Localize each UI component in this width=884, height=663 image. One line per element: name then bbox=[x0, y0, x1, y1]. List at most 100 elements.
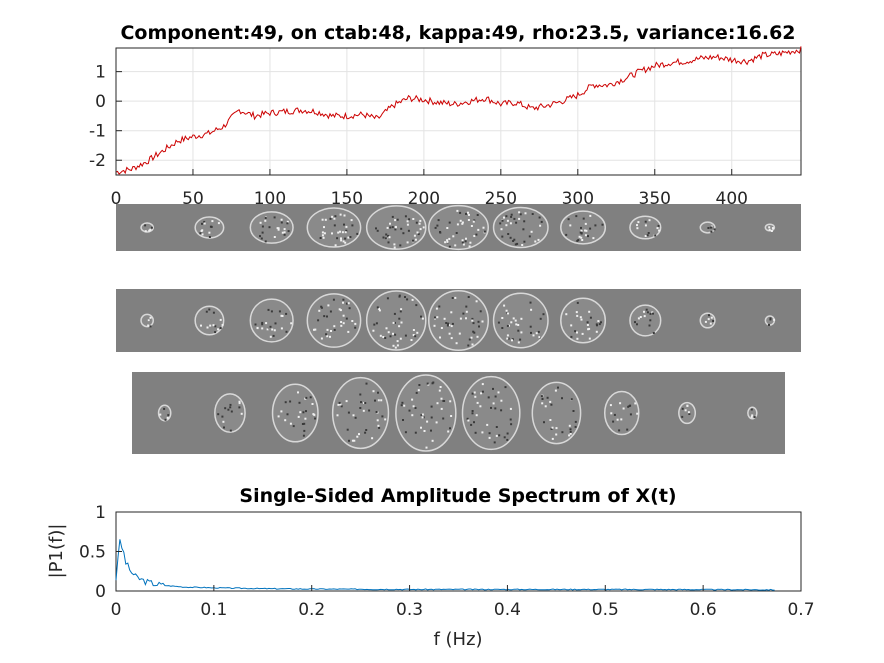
brain-slice-outline bbox=[214, 393, 246, 433]
brain-speckle bbox=[465, 310, 468, 313]
brain-speckle bbox=[637, 317, 640, 320]
brain-speckle bbox=[475, 300, 478, 303]
brain-speckle bbox=[342, 301, 344, 304]
brain-speckle bbox=[318, 309, 321, 312]
brain-speckle bbox=[574, 425, 577, 428]
brain-speckle bbox=[412, 334, 415, 336]
brain-speckle bbox=[391, 226, 394, 229]
brain-speckle bbox=[657, 224, 660, 227]
brain-speckle bbox=[364, 402, 367, 404]
brain-speckle bbox=[450, 311, 453, 314]
brain-speckle bbox=[387, 331, 390, 334]
brain-speckle bbox=[619, 402, 622, 405]
brain-speckle bbox=[587, 235, 589, 238]
brain-speckle bbox=[339, 309, 342, 312]
brain-speckle bbox=[354, 322, 357, 325]
brain-slice-outline bbox=[678, 401, 697, 425]
brain-speckle bbox=[511, 339, 513, 342]
brain-speckle bbox=[261, 327, 264, 330]
brain-speckle bbox=[201, 233, 204, 236]
brain-speckle bbox=[337, 403, 340, 406]
brain-speckle bbox=[506, 432, 509, 435]
brain-speckle bbox=[537, 238, 540, 241]
brain-speckle bbox=[544, 405, 547, 408]
brain-speckle bbox=[382, 336, 385, 338]
brain-speckle bbox=[557, 386, 559, 389]
brain-speckle bbox=[219, 318, 222, 321]
brain-speckle bbox=[399, 244, 402, 247]
timecourse-xtick-label: 0 bbox=[111, 189, 122, 209]
brain-speckle bbox=[512, 240, 515, 242]
brain-speckle bbox=[399, 337, 402, 340]
brain-speckle bbox=[600, 321, 602, 324]
brain-speckle bbox=[221, 415, 224, 418]
brain-speckle bbox=[567, 218, 570, 221]
brain-speckle bbox=[469, 241, 472, 244]
brain-speckle bbox=[374, 399, 376, 402]
brain-speckle bbox=[579, 316, 582, 319]
brain-speckle bbox=[483, 230, 486, 233]
brain-speckle bbox=[394, 333, 397, 336]
brain-speckle bbox=[348, 307, 351, 310]
brain-speckle bbox=[389, 335, 392, 338]
brain-speckle bbox=[285, 330, 288, 333]
brain-speckle bbox=[356, 435, 359, 438]
brain-speckle bbox=[267, 308, 270, 311]
brain-slice bbox=[560, 210, 607, 245]
brain-speckle bbox=[471, 319, 474, 322]
timecourse-plot: 0 50 100 150 200 250 300 350 400-2-101 Component… bbox=[89, 22, 802, 209]
brain-speckle bbox=[644, 224, 647, 227]
brain-speckle bbox=[768, 228, 771, 231]
brain-speckle bbox=[456, 209, 459, 212]
brain-speckle bbox=[439, 336, 441, 339]
brain-speckle bbox=[577, 239, 580, 242]
brain-slice bbox=[531, 381, 582, 445]
brain-speckle bbox=[398, 294, 401, 297]
brain-speckle bbox=[365, 429, 368, 431]
brain-slice bbox=[306, 293, 362, 348]
brain-speckle bbox=[326, 335, 329, 338]
brain-speckle bbox=[342, 314, 345, 317]
brain-speckle bbox=[538, 336, 541, 339]
brain-speckle bbox=[467, 344, 470, 347]
brain-speckle bbox=[329, 310, 332, 313]
brain-speckle bbox=[411, 398, 414, 401]
brain-speckle bbox=[320, 305, 323, 308]
brain-speckle bbox=[149, 316, 152, 319]
brain-speckle bbox=[473, 331, 476, 334]
brain-speckle bbox=[532, 334, 535, 337]
brain-speckle bbox=[569, 428, 572, 431]
brain-speckle bbox=[510, 423, 513, 426]
brain-slice bbox=[603, 390, 640, 436]
brain-speckle bbox=[580, 226, 582, 229]
brain-speckle bbox=[201, 222, 203, 225]
brain-speckle bbox=[414, 335, 417, 338]
brain-speckle bbox=[430, 429, 432, 432]
brain-speckle bbox=[334, 244, 337, 247]
brain-speckle bbox=[494, 407, 497, 410]
montage-sagittal-slices bbox=[140, 204, 776, 251]
brain-speckle bbox=[199, 232, 202, 235]
brain-speckle bbox=[271, 328, 274, 331]
brain-speckle bbox=[147, 319, 150, 322]
brain-speckle bbox=[506, 324, 509, 327]
brain-speckle bbox=[238, 400, 241, 403]
brain-speckle bbox=[224, 407, 227, 410]
brain-speckle bbox=[461, 241, 464, 244]
brain-speckle bbox=[313, 328, 315, 331]
brain-speckle bbox=[601, 223, 604, 226]
brain-speckle bbox=[480, 392, 483, 395]
brain-speckle bbox=[420, 315, 422, 318]
brain-speckle bbox=[471, 412, 474, 415]
brain-speckle bbox=[311, 403, 314, 405]
brain-speckle bbox=[384, 418, 387, 421]
brain-speckle bbox=[269, 335, 272, 338]
brain-speckle bbox=[506, 334, 509, 337]
brain-speckle bbox=[206, 326, 209, 329]
brain-speckle bbox=[455, 232, 458, 234]
brain-speckle bbox=[569, 430, 572, 433]
brain-speckle bbox=[515, 323, 518, 326]
brain-speckle bbox=[274, 322, 277, 325]
brain-speckle bbox=[769, 317, 772, 320]
brain-speckle bbox=[586, 321, 589, 324]
